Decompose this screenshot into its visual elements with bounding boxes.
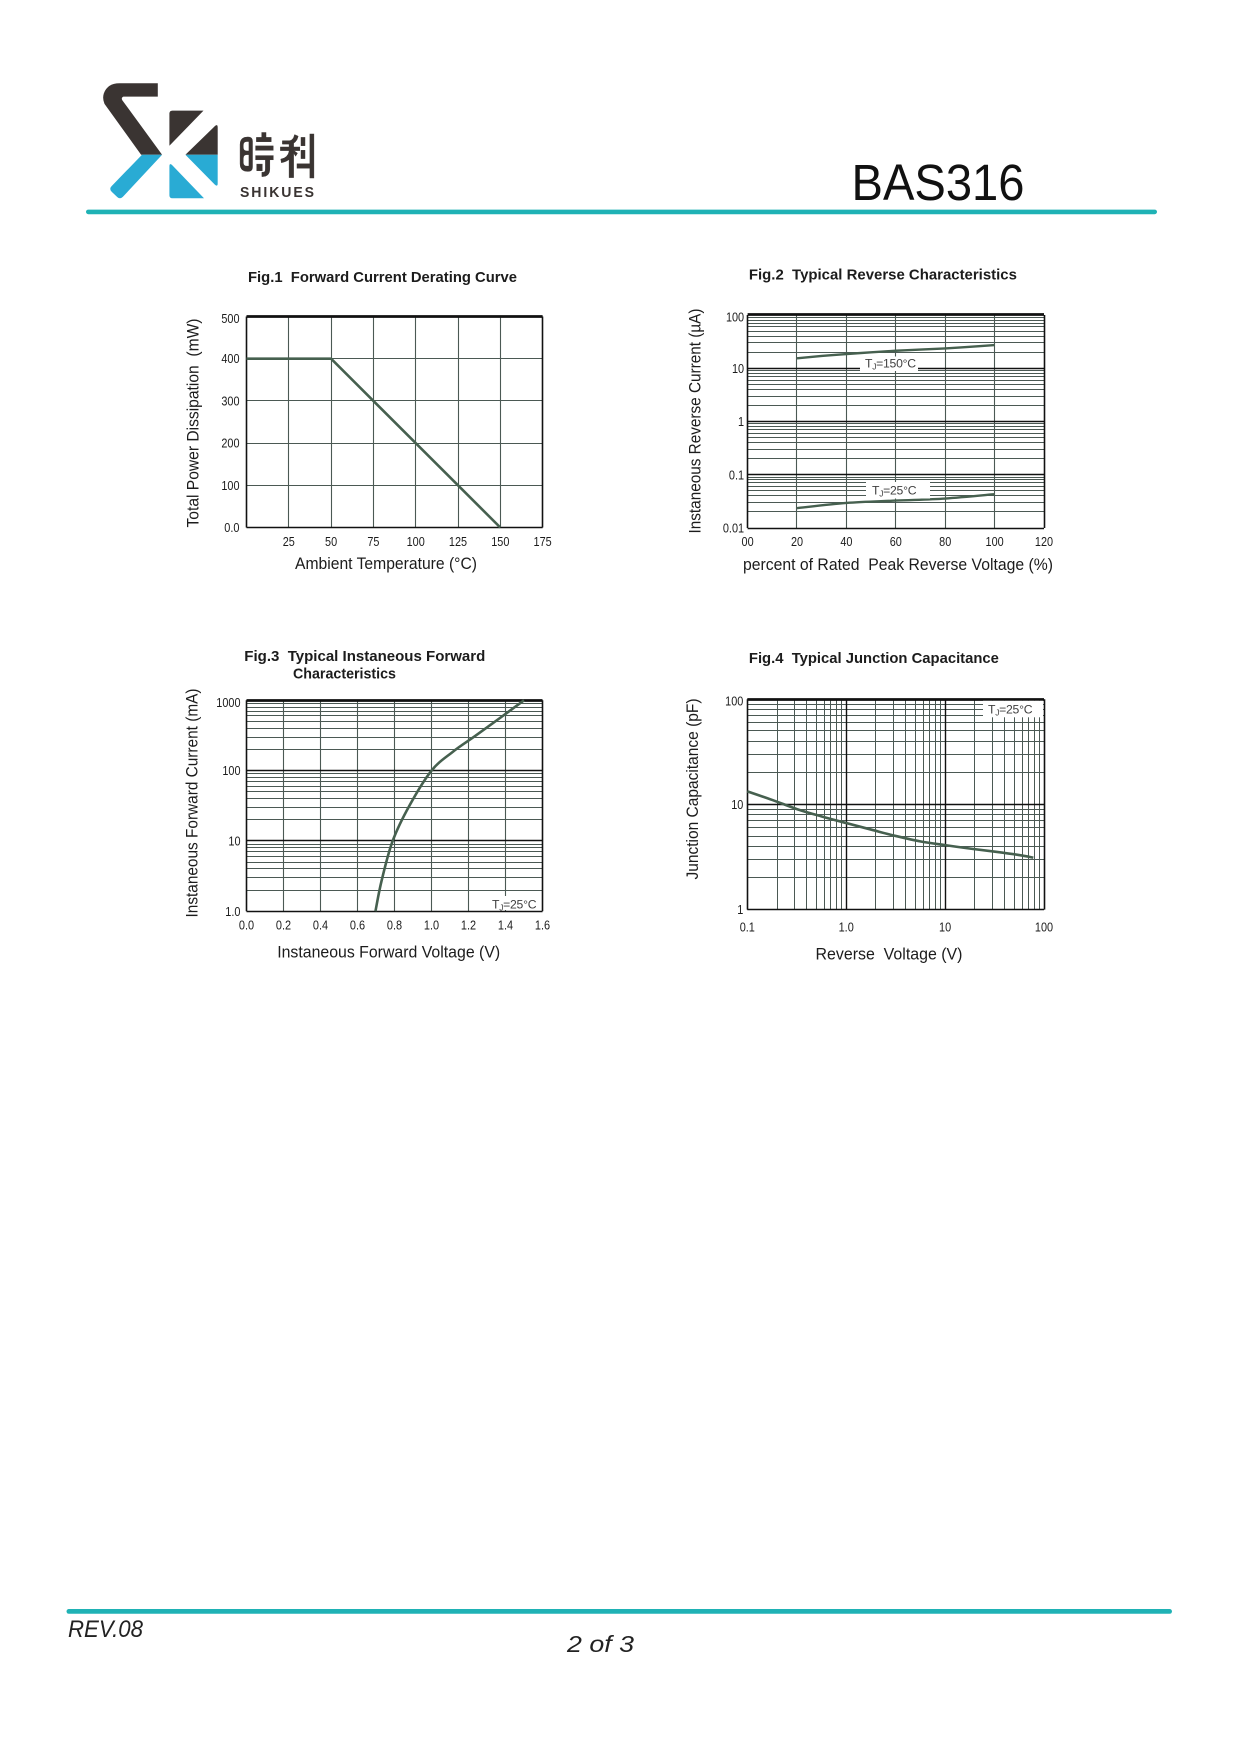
svg-text:Fig.2 Typical Reverse Charact: Fig.2 Typical Reverse Characteristics	[749, 266, 1017, 283]
svg-text:100: 100	[407, 535, 425, 549]
svg-text:Characteristics: Characteristics	[293, 665, 396, 682]
svg-text:REV.08: REV.08	[68, 1616, 144, 1643]
svg-text:0.8: 0.8	[387, 918, 402, 932]
svg-text:175: 175	[534, 535, 552, 549]
svg-text:0.0: 0.0	[239, 918, 254, 932]
svg-text:10: 10	[939, 921, 951, 935]
svg-text:percent of Rated Peak Reverse: percent of Rated Peak Reverse Voltage (%…	[743, 556, 1053, 574]
svg-text:0.0: 0.0	[224, 521, 239, 535]
svg-text:2 of 3: 2 of 3	[566, 1631, 634, 1657]
svg-text:100: 100	[221, 479, 239, 493]
svg-text:100: 100	[726, 311, 744, 325]
svg-text:100: 100	[222, 764, 240, 778]
svg-text:SHIKUES: SHIKUES	[240, 185, 316, 201]
svg-text:400: 400	[221, 352, 239, 366]
svg-text:Instaneous Reverse Current (µA: Instaneous Reverse Current (µA)	[686, 309, 705, 534]
svg-text:25: 25	[283, 535, 295, 549]
svg-text:150: 150	[491, 535, 509, 549]
svg-text:TJ=25°C: TJ=25°C	[492, 898, 537, 913]
svg-text:20: 20	[791, 535, 803, 549]
svg-text:1: 1	[737, 903, 743, 917]
svg-text:100: 100	[1035, 921, 1053, 935]
svg-text:50: 50	[325, 535, 337, 549]
svg-text:125: 125	[449, 535, 467, 549]
svg-text:1.0: 1.0	[225, 905, 240, 919]
svg-text:0.1: 0.1	[729, 468, 744, 482]
svg-text:60: 60	[890, 535, 902, 549]
svg-text:80: 80	[939, 535, 951, 549]
svg-text:0.2: 0.2	[276, 918, 291, 932]
svg-text:0.1: 0.1	[740, 921, 755, 935]
svg-text:0.01: 0.01	[723, 522, 744, 536]
svg-text:0.4: 0.4	[313, 918, 328, 932]
svg-text:Instaneous Forward Voltage (V): Instaneous Forward Voltage (V)	[277, 944, 500, 962]
svg-text:Total Power Dissipation (mW): Total Power Dissipation (mW)	[184, 319, 203, 528]
svg-text:Ambient Temperature (°C): Ambient Temperature (°C)	[295, 555, 477, 573]
svg-text:Fig.1 Forward Current Deratin: Fig.1 Forward Current Derating Curve	[248, 269, 517, 286]
svg-text:1.0: 1.0	[424, 918, 439, 932]
svg-text:100: 100	[725, 695, 743, 709]
svg-text:200: 200	[221, 437, 239, 451]
svg-text:40: 40	[840, 535, 852, 549]
svg-text:500: 500	[221, 312, 239, 326]
svg-text:TJ=25°C: TJ=25°C	[988, 703, 1033, 718]
svg-text:10: 10	[731, 798, 743, 812]
svg-text:300: 300	[221, 394, 239, 408]
svg-text:TJ=150°C: TJ=150°C	[865, 357, 916, 372]
svg-text:1: 1	[738, 415, 744, 429]
svg-text:120: 120	[1035, 535, 1053, 549]
svg-text:10: 10	[228, 834, 240, 848]
svg-text:1.2: 1.2	[461, 918, 476, 932]
svg-text:1.0: 1.0	[839, 921, 854, 935]
svg-text:00: 00	[742, 535, 754, 549]
svg-text:Fig.4 Typical Junction Capaci: Fig.4 Typical Junction Capacitance	[749, 650, 999, 667]
svg-text:Instaneous Forward Current (mA: Instaneous Forward Current (mA)	[183, 689, 202, 918]
svg-text:1000: 1000	[216, 696, 240, 710]
svg-text:1.4: 1.4	[498, 918, 513, 932]
svg-text:BAS316: BAS316	[852, 154, 1025, 211]
svg-text:TJ=25°C: TJ=25°C	[872, 484, 917, 499]
svg-text:75: 75	[367, 535, 379, 549]
svg-text:100: 100	[986, 535, 1004, 549]
svg-text:0.6: 0.6	[350, 918, 365, 932]
svg-text:10: 10	[732, 362, 744, 376]
svg-text:Reverse Voltage (V): Reverse Voltage (V)	[816, 946, 963, 964]
svg-text:Fig.3 Typical Instaneous Forw: Fig.3 Typical Instaneous Forward	[244, 648, 485, 665]
svg-text:Junction Capacitance (pF): Junction Capacitance (pF)	[683, 699, 702, 880]
svg-text:1.6: 1.6	[535, 918, 550, 932]
